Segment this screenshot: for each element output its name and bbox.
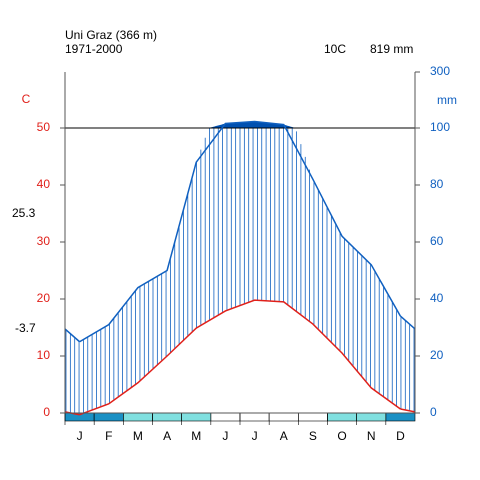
- chart-subtitle: 1971-2000: [65, 42, 123, 56]
- frost-box: [123, 412, 153, 422]
- x-tick-label: O: [337, 429, 346, 443]
- y-tick-label: 0: [43, 405, 50, 419]
- y-tick-label: 30: [37, 234, 51, 248]
- x-tick-label: J: [252, 429, 258, 443]
- frost-box: [268, 412, 299, 422]
- y-tick-label: 50: [37, 120, 51, 134]
- y-tick-label: 10: [37, 348, 51, 362]
- x-tick-label: F: [105, 429, 112, 443]
- y2-tick-label: 40: [430, 291, 444, 305]
- frost-box: [327, 412, 357, 422]
- y2-tick-label: 100: [430, 120, 450, 134]
- line: [79, 120, 402, 343]
- x-tick-label: A: [280, 429, 288, 443]
- y2-tick-label: 0: [430, 405, 437, 419]
- annotation: -3.7: [15, 321, 36, 335]
- frost-box: [152, 412, 182, 422]
- frost-box: [93, 412, 124, 422]
- annotation: 25.3: [12, 206, 36, 220]
- x-tick-label: J: [222, 429, 228, 443]
- frost-box: [181, 412, 212, 422]
- mean-temperature: 10C: [324, 42, 346, 56]
- x-tick-label: M: [133, 429, 143, 443]
- y-tick-label: 40: [37, 177, 51, 191]
- y-tick-label: 20: [37, 291, 51, 305]
- x-tick-label: A: [163, 429, 171, 443]
- y2-tick-label: 300: [430, 64, 450, 78]
- y2-tick-label: 80: [430, 177, 444, 191]
- y2-tick-label: 20: [430, 348, 444, 362]
- x-tick-label: D: [396, 429, 405, 443]
- line: [79, 299, 401, 416]
- x-tick-label: J: [77, 429, 83, 443]
- line-wrap: [64, 315, 416, 343]
- y2-axis-label: mm: [437, 93, 457, 107]
- frost-box: [239, 412, 270, 422]
- annual-precipitation: 819 mm: [370, 42, 413, 56]
- y-axis-label: C: [22, 92, 31, 106]
- frost-box: [298, 412, 328, 422]
- y2-tick-label: 60: [430, 234, 444, 248]
- frost-box: [210, 412, 241, 422]
- wet-area: [209, 121, 415, 128]
- frost-box: [356, 412, 387, 422]
- x-tick-label: S: [309, 429, 317, 443]
- chart-title: Uni Graz (366 m): [65, 28, 157, 42]
- x-tick-label: M: [191, 429, 201, 443]
- frost-box: [385, 412, 416, 422]
- x-tick-label: N: [367, 429, 376, 443]
